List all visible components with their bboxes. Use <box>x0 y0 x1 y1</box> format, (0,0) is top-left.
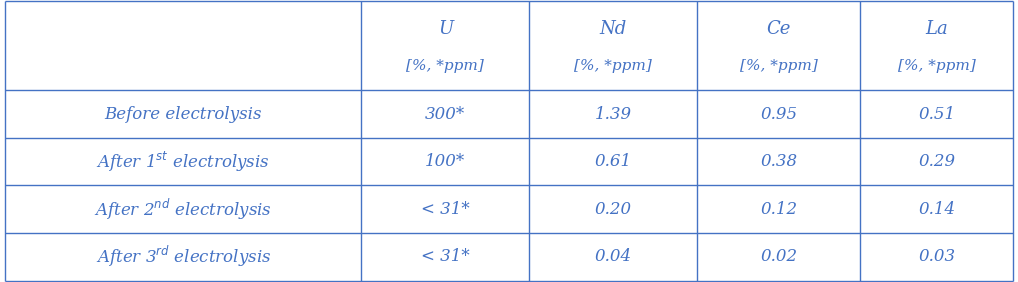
Text: 0.02: 0.02 <box>760 248 797 265</box>
Text: Before electrolysis: Before electrolysis <box>105 105 262 123</box>
Text: < 31*: < 31* <box>421 201 469 218</box>
Text: 0.04: 0.04 <box>595 248 632 265</box>
Text: 300*: 300* <box>426 105 465 123</box>
Text: 0.51: 0.51 <box>918 105 955 123</box>
Text: 0.38: 0.38 <box>760 153 797 170</box>
Text: La: La <box>925 20 948 38</box>
Text: [%, *ppm]: [%, *ppm] <box>574 59 653 72</box>
Text: 0.61: 0.61 <box>595 153 632 170</box>
Text: 0.03: 0.03 <box>918 248 955 265</box>
Text: [%, *ppm]: [%, *ppm] <box>740 59 817 72</box>
Text: U: U <box>438 20 453 38</box>
Text: 0.14: 0.14 <box>918 201 955 218</box>
Text: [%, *ppm]: [%, *ppm] <box>898 59 975 72</box>
Text: 100*: 100* <box>426 153 465 170</box>
Text: 0.95: 0.95 <box>760 105 797 123</box>
Text: After 1$^{st}$ electrolysis: After 1$^{st}$ electrolysis <box>97 149 270 174</box>
Text: [%, *ppm]: [%, *ppm] <box>406 59 485 72</box>
Text: 0.12: 0.12 <box>760 201 797 218</box>
Text: After 2$^{nd}$ electrolysis: After 2$^{nd}$ electrolysis <box>95 197 272 222</box>
Text: Nd: Nd <box>600 20 627 38</box>
Text: Ce: Ce <box>767 20 791 38</box>
Text: < 31*: < 31* <box>421 248 469 265</box>
Text: After 3$^{rd}$ electrolysis: After 3$^{rd}$ electrolysis <box>96 244 271 269</box>
Text: 1.39: 1.39 <box>595 105 632 123</box>
Text: 0.20: 0.20 <box>595 201 632 218</box>
Text: 0.29: 0.29 <box>918 153 955 170</box>
